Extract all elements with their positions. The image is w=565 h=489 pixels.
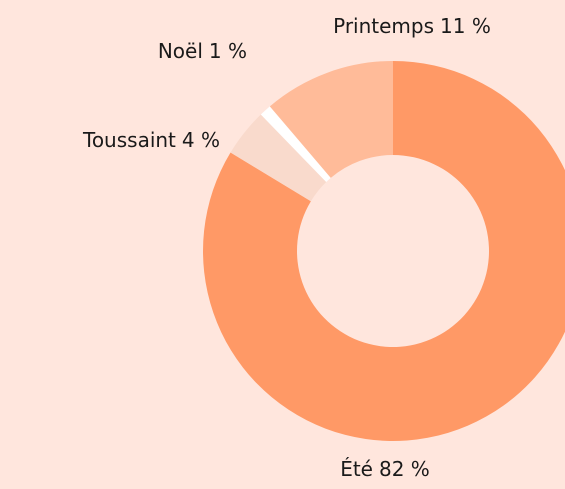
slice-label: Printemps 11 % <box>333 14 491 38</box>
slice-label: Noël 1 % <box>158 39 247 63</box>
slice-label: Toussaint 4 % <box>82 128 220 152</box>
slice-label: Été 82 % <box>340 457 430 481</box>
value-label: 82 % <box>379 457 430 481</box>
value-label: 4 % <box>182 128 220 152</box>
slice <box>230 114 327 202</box>
category-name: Noël <box>158 39 203 63</box>
slice <box>269 61 393 178</box>
value-label: 11 % <box>440 14 491 38</box>
slice <box>202 61 565 441</box>
category-name: Printemps <box>333 14 434 38</box>
slice <box>260 106 331 183</box>
category-name: Toussaint <box>82 128 176 152</box>
value-label: 1 % <box>209 39 247 63</box>
category-name: Été <box>340 457 373 481</box>
